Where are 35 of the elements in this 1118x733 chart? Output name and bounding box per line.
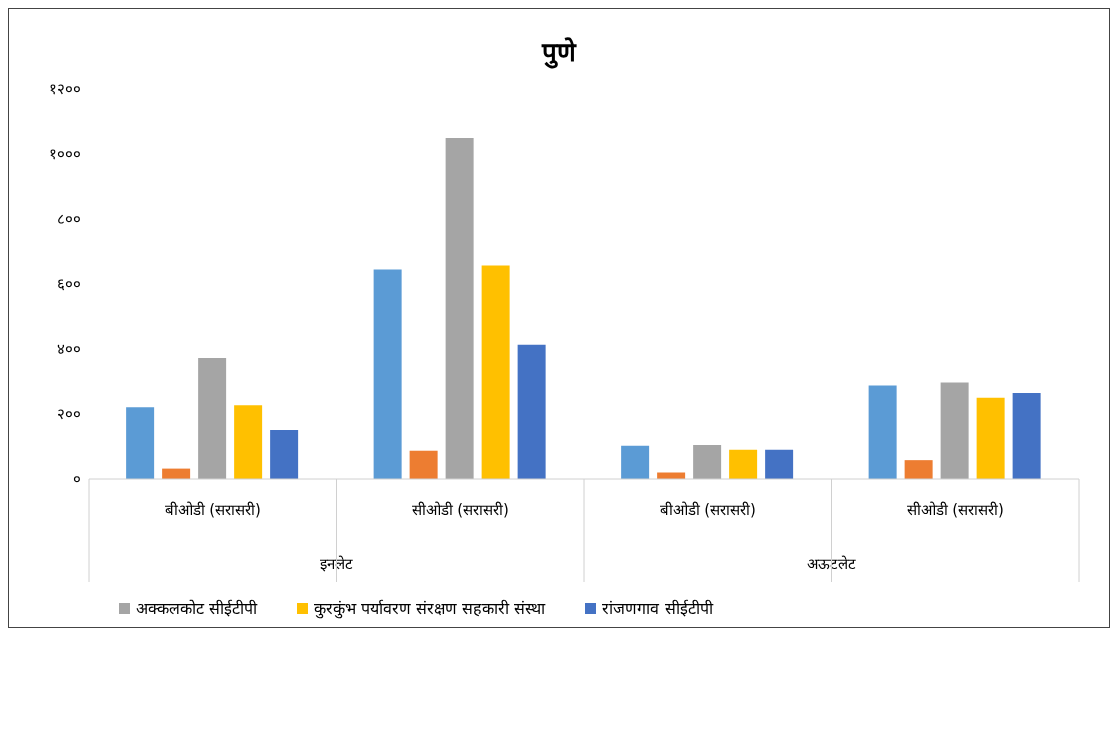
x-tick-label: सीओडी (सरासरी)	[411, 501, 509, 519]
chart-title: पुणे	[540, 36, 578, 69]
y-tick-label: १०००	[49, 145, 81, 164]
legend-label: कुरकुंभ पर्यावरण संरक्षण सहकारी संस्था	[314, 598, 546, 619]
legend-label: अक्कलकोट सीईटीपी	[136, 598, 258, 619]
legend-label: रांजणगाव सीईटीपी	[602, 598, 713, 619]
y-tick-label: ४००	[57, 340, 81, 359]
y-tick-label: ६००	[57, 275, 81, 294]
bar	[234, 405, 263, 479]
y-tick-label: ०	[73, 470, 81, 489]
bar	[373, 269, 402, 479]
text: इनलेट	[320, 555, 353, 573]
bar	[270, 429, 299, 479]
bar	[976, 397, 1005, 479]
bar	[868, 385, 897, 479]
bar	[729, 449, 758, 479]
bar	[765, 449, 794, 479]
bar	[517, 344, 546, 479]
y-tick-label: १२००	[49, 80, 81, 99]
bar	[1012, 392, 1041, 479]
bar	[904, 460, 933, 479]
x-tick-label: बीओडी (सरासरी)	[164, 501, 261, 519]
bar	[126, 407, 155, 479]
bar	[409, 450, 438, 479]
x-tick-label: सीओडी (सरासरी)	[906, 501, 1004, 519]
text: अऊटलेट	[807, 555, 856, 573]
bar	[693, 444, 722, 479]
bar	[445, 138, 474, 479]
y-tick-label: २००	[57, 405, 81, 424]
bar	[481, 265, 510, 479]
x-tick-label: बीओडी (सरासरी)	[659, 501, 756, 519]
y-tick-label: ८००	[57, 210, 81, 229]
bar	[621, 445, 650, 479]
bar	[940, 382, 969, 479]
bar	[198, 358, 227, 479]
